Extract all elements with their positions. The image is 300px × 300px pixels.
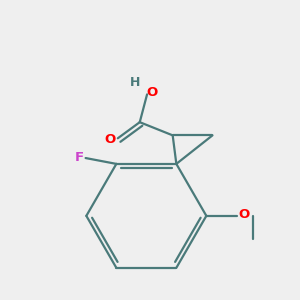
Text: H: H	[130, 76, 141, 89]
Text: O: O	[239, 208, 250, 221]
Text: F: F	[74, 151, 84, 164]
Text: O: O	[147, 86, 158, 99]
Text: O: O	[105, 133, 116, 146]
